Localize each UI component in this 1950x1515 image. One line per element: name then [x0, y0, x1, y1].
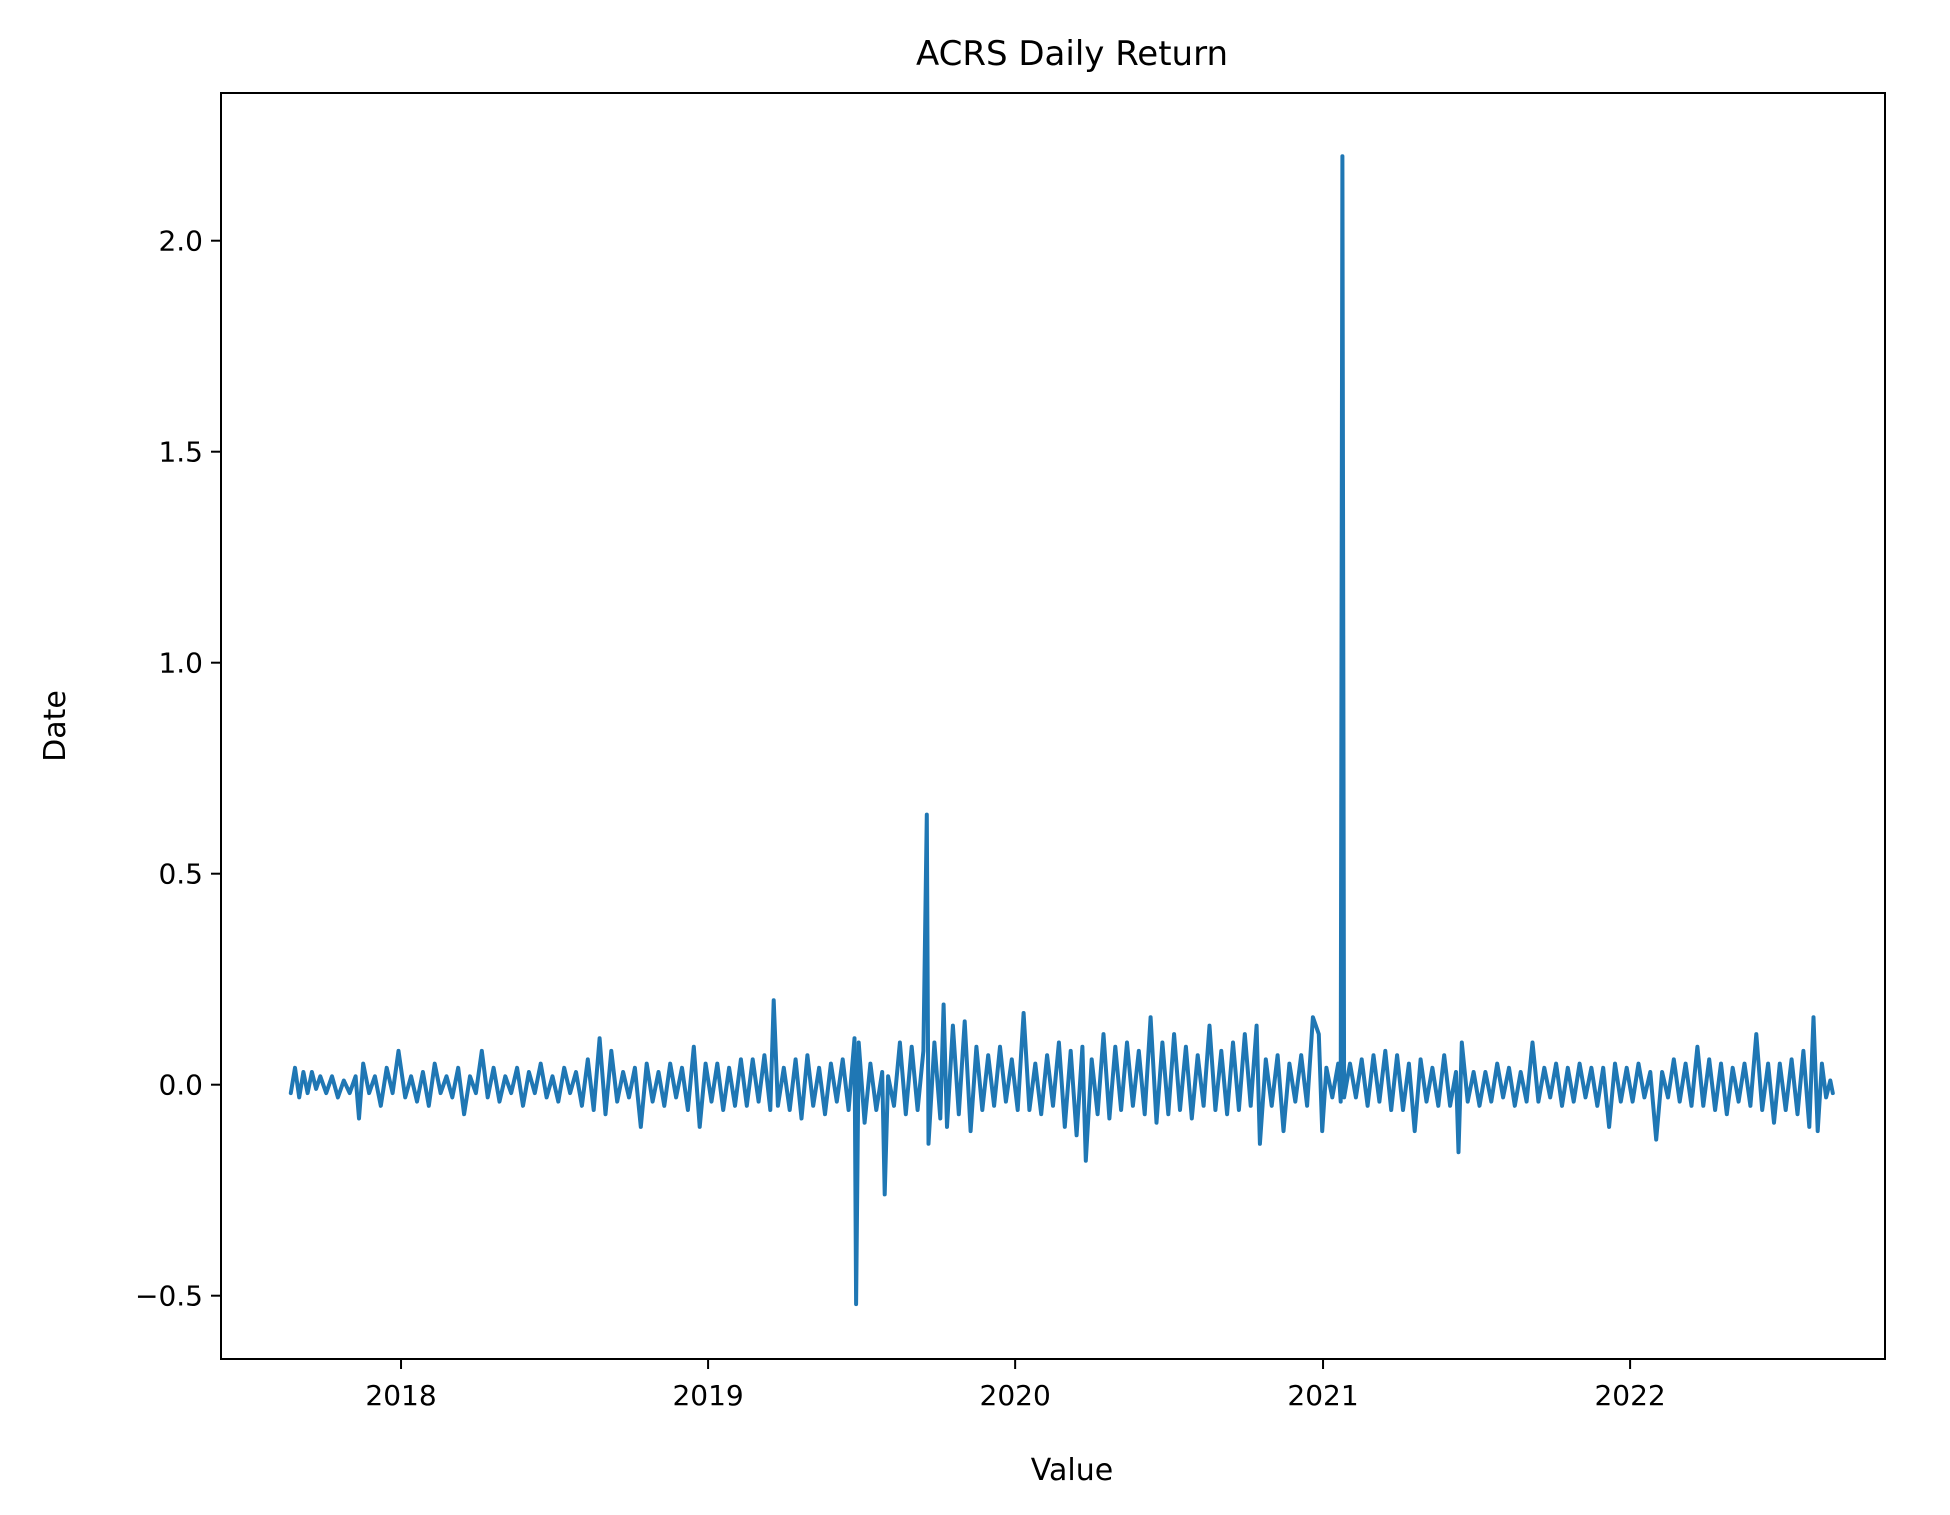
x-axis-label: Value [1031, 1453, 1113, 1488]
y-tick-label: −0.5 [135, 1280, 203, 1313]
y-tick-label: 0.5 [158, 858, 203, 891]
y-tick-label: 1.5 [158, 436, 203, 469]
series-line [288, 154, 1835, 1307]
x-tick-label: 2021 [1287, 1379, 1358, 1412]
y-tick-label: 0.0 [158, 1069, 203, 1102]
y-tick-label: 1.0 [158, 647, 203, 680]
x-axis-ticks: 2018 2019 2020 2021 2022 [365, 1359, 1666, 1412]
x-tick-label: 2019 [672, 1379, 743, 1412]
x-tick-label: 2020 [980, 1379, 1051, 1412]
y-axis-label: Date [38, 690, 73, 762]
plot-layer [288, 154, 1835, 1307]
chart-title: ACRS Daily Return [916, 34, 1228, 74]
y-tick-label: 2.0 [158, 225, 203, 258]
x-tick-label: 2018 [365, 1379, 436, 1412]
x-tick-label: 2022 [1594, 1379, 1665, 1412]
y-axis-ticks: −0.5 0.0 0.5 1.0 1.5 2.0 [135, 225, 221, 1313]
plot-frame [220, 92, 1886, 1360]
